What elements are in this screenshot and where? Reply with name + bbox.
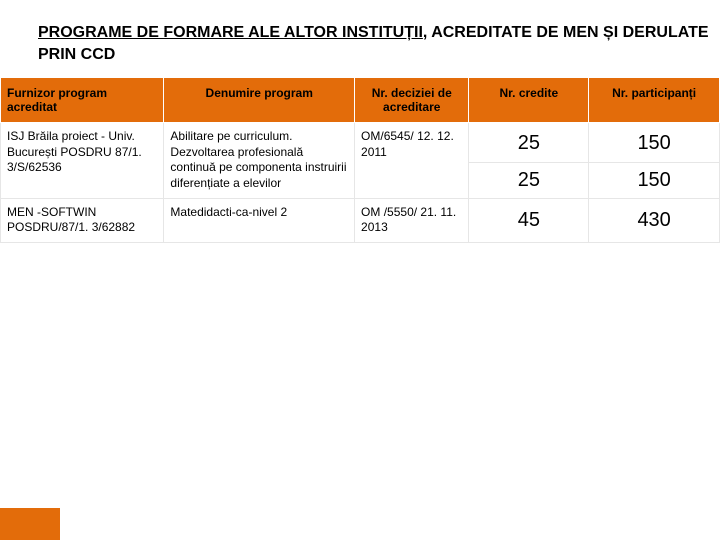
cell-decizie: OM/6545/ 12. 12. 2011 (355, 123, 469, 198)
col-participanti: Nr. partici­panți (589, 78, 720, 123)
bottom-accent-bar (0, 508, 60, 540)
cell-credite: 45 (469, 198, 589, 242)
col-denumire: Denumire program (164, 78, 355, 123)
table-row: ISJ Brăila proiect - Univ. București POS… (1, 123, 720, 163)
cell-decizie: OM /5550/ 21. 11. 2013 (355, 198, 469, 242)
cell-participanti: 150 (589, 123, 720, 163)
table-header-row: Furnizor program acreditat Denumire prog… (1, 78, 720, 123)
cell-credite: 25 (469, 162, 589, 198)
cell-furnizor: ISJ Brăila proiect - Univ. București POS… (1, 123, 164, 198)
page-title: PROGRAME DE FORMARE ALE ALTOR INSTITUȚII… (0, 0, 720, 77)
cell-credite: 25 (469, 123, 589, 163)
col-decizie: Nr. deciziei de acreditare (355, 78, 469, 123)
title-underlined: PROGRAME DE FORMARE ALE ALTOR INSTITUȚII (38, 24, 423, 41)
cell-denumire: Matedidacti-ca-nivel 2 (164, 198, 355, 242)
cell-participanti: 430 (589, 198, 720, 242)
cell-denumire: Abilitare pe curriculum. Dezvoltarea pro… (164, 123, 355, 198)
col-credite: Nr. credite (469, 78, 589, 123)
table-row: MEN -SOFTWIN POSDRU/87/1. 3/62882 Matedi… (1, 198, 720, 242)
programs-table: Furnizor program acreditat Denumire prog… (0, 77, 720, 243)
col-furnizor: Furnizor program acreditat (1, 78, 164, 123)
cell-participanti: 150 (589, 162, 720, 198)
cell-furnizor: MEN -SOFTWIN POSDRU/87/1. 3/62882 (1, 198, 164, 242)
